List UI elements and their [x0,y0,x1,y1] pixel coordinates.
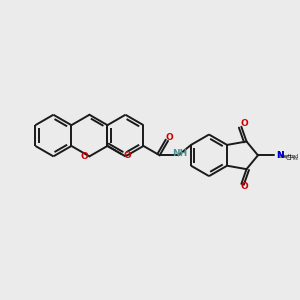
Text: NH: NH [172,149,187,158]
Text: N: N [276,151,284,160]
Text: O: O [240,119,248,128]
Text: O: O [80,152,88,161]
Text: O: O [123,151,131,160]
Text: methyl: methyl [280,154,299,159]
Text: O: O [240,182,248,191]
Text: N: N [276,151,284,160]
Text: O: O [166,133,173,142]
Text: CH₃: CH₃ [286,154,298,160]
